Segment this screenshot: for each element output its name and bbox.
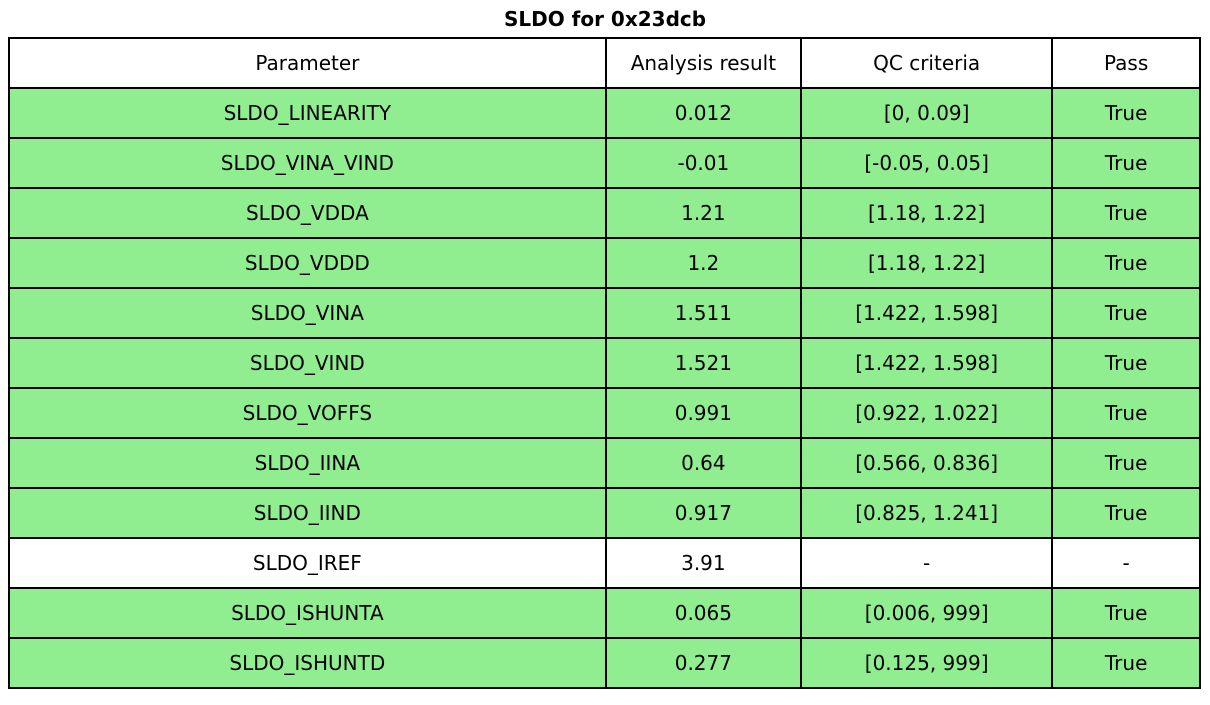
- result-cell: 1.2: [604, 237, 803, 289]
- criteria-cell: [1.18, 1.22]: [800, 237, 1054, 289]
- criteria-cell: [1.18, 1.22]: [800, 187, 1054, 239]
- table-row: SLDO_IIND 0.917 [0.825, 1.241] True: [8, 487, 1201, 539]
- criteria-cell: [0.006, 999]: [800, 587, 1054, 639]
- parameter-cell: SLDO_VINA_VIND: [8, 137, 607, 189]
- column-header-parameter: Parameter: [8, 37, 607, 89]
- pass-cell: True: [1051, 387, 1201, 439]
- parameter-cell: SLDO_IINA: [8, 437, 607, 489]
- pass-cell: -: [1051, 537, 1201, 589]
- criteria-cell: -: [800, 537, 1054, 589]
- pass-cell: True: [1051, 237, 1201, 289]
- parameter-cell: SLDO_ISHUNTD: [8, 637, 607, 689]
- column-header-qc-criteria: QC criteria: [800, 37, 1054, 89]
- criteria-cell: [0.922, 1.022]: [800, 387, 1054, 439]
- parameter-cell: SLDO_VDDA: [8, 187, 607, 239]
- parameter-cell: SLDO_ISHUNTA: [8, 587, 607, 639]
- table-row: SLDO_ISHUNTD 0.277 [0.125, 999] True: [8, 637, 1201, 689]
- pass-cell: True: [1051, 187, 1201, 239]
- column-header-pass: Pass: [1051, 37, 1201, 89]
- table-row: SLDO_VIND 1.521 [1.422, 1.598] True: [8, 337, 1201, 389]
- result-cell: 0.065: [604, 587, 803, 639]
- criteria-cell: [0.566, 0.836]: [800, 437, 1054, 489]
- table-row: SLDO_VDDD 1.2 [1.18, 1.22] True: [8, 237, 1201, 289]
- criteria-cell: [1.422, 1.598]: [800, 337, 1054, 389]
- result-cell: 1.21: [604, 187, 803, 239]
- result-cell: 0.277: [604, 637, 803, 689]
- pass-cell: True: [1051, 87, 1201, 139]
- result-cell: 3.91: [604, 537, 803, 589]
- pass-cell: True: [1051, 287, 1201, 339]
- result-cell: 0.012: [604, 87, 803, 139]
- result-cell: -0.01: [604, 137, 803, 189]
- table-row: SLDO_IREF 3.91 - -: [8, 537, 1201, 589]
- table-row: SLDO_VDDA 1.21 [1.18, 1.22] True: [8, 187, 1201, 239]
- criteria-cell: [0.125, 999]: [800, 637, 1054, 689]
- result-cell: 1.511: [604, 287, 803, 339]
- pass-cell: True: [1051, 437, 1201, 489]
- criteria-cell: [0, 0.09]: [800, 87, 1054, 139]
- table-row: SLDO_ISHUNTA 0.065 [0.006, 999] True: [8, 587, 1201, 639]
- parameter-cell: SLDO_VIND: [8, 337, 607, 389]
- header-row: Parameter Analysis result QC criteria Pa…: [8, 37, 1201, 89]
- table-row: SLDO_VINA_VIND -0.01 [-0.05, 0.05] True: [8, 137, 1201, 189]
- parameter-cell: SLDO_VOFFS: [8, 387, 607, 439]
- page-title: SLDO for 0x23dcb: [503, 7, 707, 31]
- table-row: SLDO_IINA 0.64 [0.566, 0.836] True: [8, 437, 1201, 489]
- parameter-cell: SLDO_VDDD: [8, 237, 607, 289]
- pass-cell: True: [1051, 137, 1201, 189]
- pass-cell: True: [1051, 637, 1201, 689]
- table-row: SLDO_VOFFS 0.991 [0.922, 1.022] True: [8, 387, 1201, 439]
- result-cell: 0.917: [604, 487, 803, 539]
- column-header-analysis-result: Analysis result: [604, 37, 803, 89]
- qc-results-table: Parameter Analysis result QC criteria Pa…: [8, 37, 1201, 689]
- pass-cell: True: [1051, 587, 1201, 639]
- pass-cell: True: [1051, 337, 1201, 389]
- criteria-cell: [0.825, 1.241]: [800, 487, 1054, 539]
- criteria-cell: [1.422, 1.598]: [800, 287, 1054, 339]
- pass-cell: True: [1051, 487, 1201, 539]
- criteria-cell: [-0.05, 0.05]: [800, 137, 1054, 189]
- result-cell: 0.64: [604, 437, 803, 489]
- table-row: SLDO_LINEARITY 0.012 [0, 0.09] True: [8, 87, 1201, 139]
- result-cell: 0.991: [604, 387, 803, 439]
- parameter-cell: SLDO_VINA: [8, 287, 607, 339]
- parameter-cell: SLDO_IREF: [8, 537, 607, 589]
- result-cell: 1.521: [604, 337, 803, 389]
- parameter-cell: SLDO_LINEARITY: [8, 87, 607, 139]
- table-row: SLDO_VINA 1.511 [1.422, 1.598] True: [8, 287, 1201, 339]
- parameter-cell: SLDO_IIND: [8, 487, 607, 539]
